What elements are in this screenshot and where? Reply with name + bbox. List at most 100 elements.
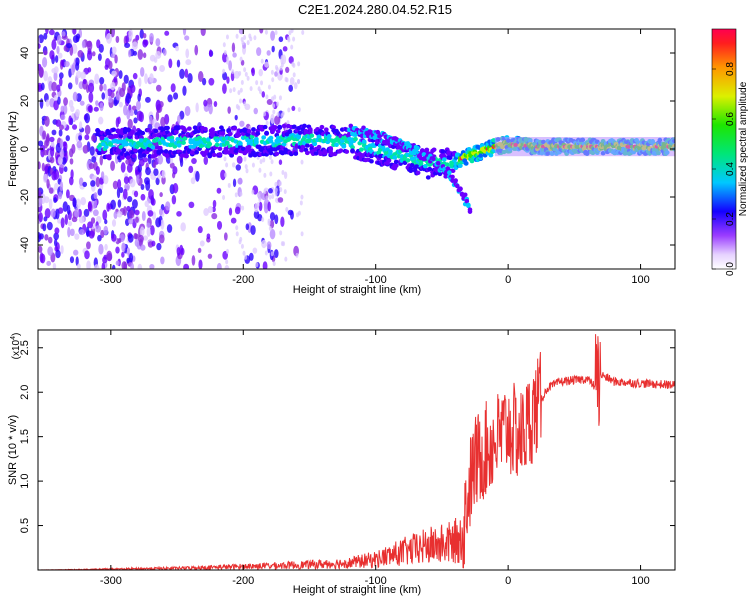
noise-mark [79, 100, 85, 106]
noise-mark [179, 157, 184, 168]
noise-mark [168, 58, 173, 69]
noise-mark [159, 64, 165, 72]
ridge-mark [232, 126, 237, 131]
noise-mark [239, 191, 243, 197]
ridge-mark [168, 132, 173, 137]
ridge-mark [463, 161, 469, 166]
ridge-mark [457, 163, 463, 168]
noise-mark [273, 94, 277, 100]
ridge-mark [350, 148, 355, 153]
noise-mark [188, 165, 194, 174]
noise-mark [240, 79, 244, 85]
noise-mark [97, 53, 102, 61]
ridge-mark [392, 155, 398, 160]
ridge-mark [217, 146, 223, 151]
noise-mark [46, 221, 53, 231]
noise-mark [70, 169, 74, 180]
ridge-mark [361, 139, 367, 144]
noise-mark [278, 159, 283, 166]
noise-mark [226, 59, 230, 65]
noise-mark [135, 100, 141, 111]
noise-mark [158, 208, 163, 216]
noise-mark [225, 162, 229, 168]
noise-mark [128, 252, 134, 263]
noise-mark [235, 225, 239, 231]
noise-mark [40, 82, 45, 91]
noise-mark [80, 71, 86, 80]
noise-mark [95, 166, 100, 175]
noise-mark [274, 214, 279, 225]
ridge-mark [240, 146, 246, 152]
noise-mark [115, 246, 120, 254]
branch-mark [415, 145, 420, 151]
noise-mark [256, 202, 260, 208]
noise-mark [131, 199, 138, 209]
noise-mark [71, 143, 76, 154]
noise-mark [261, 239, 267, 249]
noise-mark [149, 73, 154, 83]
noise-mark [137, 93, 141, 102]
noise-mark [72, 124, 78, 130]
noise-mark [270, 251, 274, 257]
noise-mark [90, 217, 96, 224]
ridge-mark [131, 153, 137, 159]
noise-mark [146, 227, 151, 237]
noise-mark [285, 66, 290, 74]
noise-mark [56, 34, 62, 45]
ridge-mark [108, 134, 114, 140]
noise-mark [129, 109, 134, 117]
noise-mark [106, 250, 113, 262]
noise-mark [72, 91, 78, 102]
noise-mark [67, 82, 73, 90]
noise-mark [46, 133, 50, 143]
noise-mark [95, 100, 99, 106]
noise-mark [244, 164, 248, 170]
noise-mark [185, 59, 192, 66]
noise-mark [153, 57, 158, 63]
noise-mark [111, 233, 117, 242]
ridge-mark [253, 140, 259, 145]
spectrogram-y-axis-label: Frequency (Hz) [7, 111, 19, 187]
ridge-mark [103, 144, 109, 150]
noise-mark [68, 115, 72, 126]
ridge-mark [249, 134, 255, 139]
ridge-mark [169, 138, 175, 143]
noise-mark [195, 102, 199, 113]
noise-mark [184, 35, 190, 41]
noise-mark [121, 242, 126, 253]
ridge-mark [411, 156, 417, 161]
noise-mark [270, 69, 274, 75]
noise-mark [133, 190, 139, 198]
noise-mark [88, 91, 94, 103]
noise-mark [59, 72, 64, 79]
noise-mark [270, 159, 274, 165]
noise-mark [165, 201, 171, 211]
noise-mark [232, 178, 237, 188]
band-mark [494, 137, 675, 157]
snr-y-scale-label: (x104) [10, 333, 22, 360]
noise-mark [140, 244, 146, 251]
noise-mark [280, 216, 285, 228]
noise-mark [197, 226, 203, 234]
noise-mark [118, 70, 123, 79]
ridge-mark [393, 163, 399, 168]
ridge-mark [431, 147, 437, 152]
noise-mark [132, 72, 138, 80]
noise-mark [208, 49, 213, 57]
colorbar-tick-label: 0.4 [725, 162, 736, 176]
noise-mark [96, 39, 101, 49]
noise-mark [99, 155, 103, 166]
noise-mark [223, 232, 228, 241]
noise-mark [58, 124, 64, 131]
noise-mark [224, 172, 228, 178]
ridge-mark [409, 162, 415, 168]
noise-mark [140, 66, 145, 77]
noise-mark [38, 140, 44, 147]
noise-mark [259, 29, 264, 34]
noise-mark [200, 29, 206, 37]
noise-mark [110, 81, 116, 91]
noise-mark [82, 79, 87, 85]
noise-mark [128, 209, 135, 219]
noise-mark [184, 68, 189, 78]
noise-mark [127, 118, 133, 129]
